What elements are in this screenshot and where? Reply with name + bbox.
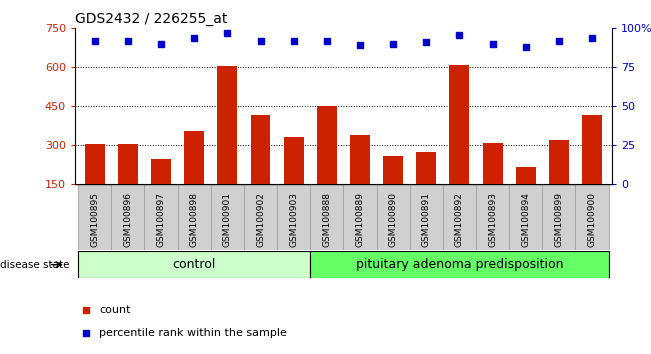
Bar xyxy=(78,184,111,250)
Bar xyxy=(145,184,178,250)
Bar xyxy=(344,184,376,250)
Text: GSM100902: GSM100902 xyxy=(256,192,265,247)
Text: GSM100896: GSM100896 xyxy=(124,192,132,247)
Text: GSM100903: GSM100903 xyxy=(289,192,298,247)
Text: GSM100895: GSM100895 xyxy=(90,192,99,247)
Text: disease state: disease state xyxy=(0,259,70,270)
Bar xyxy=(575,184,609,250)
Text: GSM100897: GSM100897 xyxy=(156,192,165,247)
Text: GSM100889: GSM100889 xyxy=(355,192,365,247)
Text: control: control xyxy=(173,258,216,271)
Text: count: count xyxy=(99,305,131,315)
Bar xyxy=(78,251,311,278)
Text: GSM100892: GSM100892 xyxy=(455,192,464,247)
Bar xyxy=(383,155,403,223)
Bar xyxy=(284,137,303,223)
Bar xyxy=(376,184,409,250)
Bar xyxy=(542,184,575,250)
Bar xyxy=(151,159,171,223)
Bar xyxy=(211,184,244,250)
Text: GSM100901: GSM100901 xyxy=(223,192,232,247)
Bar xyxy=(409,184,443,250)
Text: GSM100899: GSM100899 xyxy=(555,192,563,247)
Bar xyxy=(443,184,476,250)
Text: GDS2432 / 226255_at: GDS2432 / 226255_at xyxy=(75,12,227,26)
Bar xyxy=(85,144,105,223)
Bar xyxy=(277,184,311,250)
Bar xyxy=(217,66,238,223)
Bar xyxy=(449,65,469,223)
Text: percentile rank within the sample: percentile rank within the sample xyxy=(99,328,287,338)
Bar xyxy=(509,184,542,250)
Bar xyxy=(251,115,270,223)
Text: GSM100888: GSM100888 xyxy=(322,192,331,247)
Bar xyxy=(516,167,536,223)
Text: GSM100898: GSM100898 xyxy=(189,192,199,247)
Bar xyxy=(311,184,344,250)
Bar xyxy=(178,184,211,250)
Bar xyxy=(476,184,509,250)
Bar xyxy=(549,140,569,223)
Text: GSM100891: GSM100891 xyxy=(422,192,431,247)
Bar xyxy=(417,152,436,223)
Bar xyxy=(350,135,370,223)
Bar xyxy=(582,115,602,223)
Text: GSM100894: GSM100894 xyxy=(521,192,531,247)
Bar xyxy=(118,144,138,223)
Bar xyxy=(482,143,503,223)
Bar xyxy=(184,131,204,223)
Text: GSM100900: GSM100900 xyxy=(588,192,596,247)
Text: pituitary adenoma predisposition: pituitary adenoma predisposition xyxy=(355,258,563,271)
Bar xyxy=(311,251,609,278)
Bar xyxy=(317,106,337,223)
Text: GSM100890: GSM100890 xyxy=(389,192,398,247)
Text: GSM100893: GSM100893 xyxy=(488,192,497,247)
Bar xyxy=(111,184,145,250)
Bar xyxy=(244,184,277,250)
